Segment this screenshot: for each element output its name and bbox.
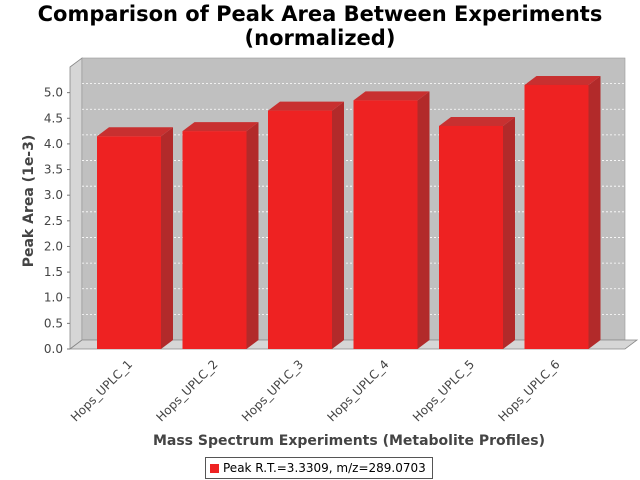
bar-side [417,91,430,349]
y-tick-label: 1.0 [44,291,63,305]
bar-top [182,122,259,132]
bar-front [353,100,418,349]
chart-subtitle: (normalized) [244,26,396,50]
bar [524,75,601,349]
bar-side [588,75,601,349]
bar-side [503,116,515,349]
bar-front [524,84,589,349]
bar-top [439,116,515,126]
x-tick-label: Hops_UPLC_6 [495,357,562,424]
y-axis-ticks: 0.0 0.5 1.0 1.5 2.0 2.5 3.0 3.5 4.0 4.5 5.0 [44,86,70,356]
y-tick-label: 2.5 [44,214,63,228]
bar-top [524,75,601,85]
bar-side [246,122,259,349]
y-tick-label: 3.5 [44,163,63,177]
x-axis-label: Mass Spectrum Experiments (Metabolite Pr… [153,433,545,449]
bar-top [97,127,173,137]
bar-front [97,136,161,349]
bar [439,116,515,349]
y-tick-label: 4.5 [44,111,63,125]
bar-top [353,91,430,101]
bar [182,122,259,349]
bar-front [182,131,247,349]
y-tick-label: 1.5 [44,265,63,279]
bar [353,91,430,349]
x-tick-label: Hops_UPLC_1 [68,357,135,424]
y-tick-label: 5.0 [44,86,63,100]
y-tick-label: 0.0 [44,342,63,356]
plot-left-wall [69,57,83,350]
legend: Peak R.T.=3.3309, m/z=289.0703 [205,457,433,479]
bar [268,101,344,349]
bar [97,127,173,349]
y-tick-label: 2.0 [44,239,63,253]
bar-side [161,127,173,349]
bars [97,75,601,349]
chart-title: Comparison of Peak Area Between Experime… [0,2,640,50]
x-tick-label: Hops_UPLC_2 [153,357,220,424]
bar-front [268,110,332,349]
x-tick-label: Hops_UPLC_4 [324,357,391,424]
y-tick-label: 3.0 [44,188,63,202]
bar-side [332,101,344,349]
x-tick-label: Hops_UPLC_5 [410,357,477,424]
x-tick-label: Hops_UPLC_3 [239,357,306,424]
legend-label: Peak R.T.=3.3309, m/z=289.0703 [223,461,426,475]
y-tick-label: 0.5 [44,316,63,330]
legend-swatch [210,463,219,473]
bar-top [268,101,344,111]
x-axis-ticks: Hops_UPLC_1 Hops_UPLC_2 Hops_UPLC_3 Hops_UP… [68,357,563,424]
y-tick-label: 4.0 [44,137,63,151]
bar-front [439,125,503,349]
chart-title-line1: Comparison of Peak Area Between Experime… [37,2,603,26]
y-axis-label: Peak Area (1e-3) [21,135,37,268]
